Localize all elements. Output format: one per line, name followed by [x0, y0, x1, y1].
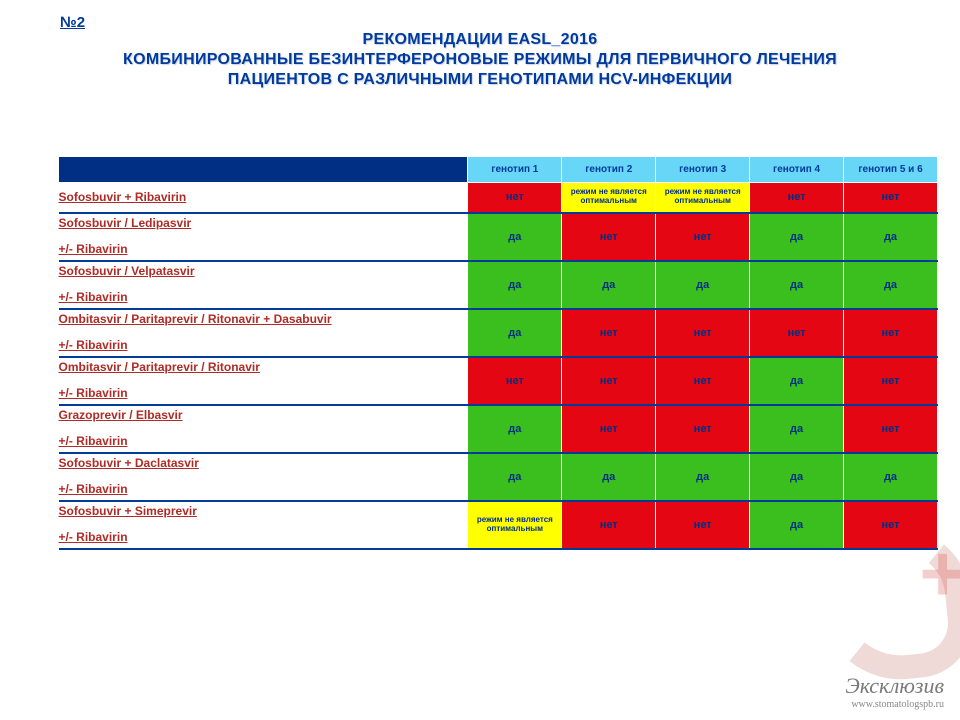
row-label-main: Ombitasvir / Paritaprevir / Ritonavir [59, 360, 260, 374]
cell-sub: режим не является оптимальным [468, 501, 562, 549]
cell-no: нет [562, 309, 656, 357]
row-label: Sofosbuvir + Daclatasvir +/- Ribavirin [59, 453, 468, 501]
slide-number: №2 [60, 14, 85, 31]
cell-yes: да [750, 261, 844, 309]
row-label-sub: +/- Ribavirin [59, 432, 468, 451]
cell-no: нет [562, 405, 656, 453]
cell-yes: да [562, 453, 656, 501]
table-row: Ombitasvir / Paritaprevir / Ritonavir + … [59, 309, 938, 357]
cell-yes: да [750, 453, 844, 501]
cell-yes: да [844, 261, 938, 309]
table-row: Sofosbuvir / Velpatasvir+/- Ribavirinдад… [59, 261, 938, 309]
cell-sub: режим не является оптимальным [656, 183, 750, 213]
row-label-sub: +/- Ribavirin [59, 528, 468, 547]
cell-yes: да [468, 213, 562, 261]
cell-no: нет [750, 183, 844, 213]
row-label-sub: +/- Ribavirin [59, 240, 468, 259]
cell-yes: да [468, 405, 562, 453]
title-line-1: РЕКОМЕНДАЦИИ EASL_2016 [60, 30, 900, 50]
cell-yes: да [468, 453, 562, 501]
watermark-brand: Эксклюзив [845, 673, 944, 699]
cell-no: нет [656, 405, 750, 453]
page-title: РЕКОМЕНДАЦИИ EASL_2016 КОМБИНИРОВАННЫЕ Б… [60, 30, 900, 90]
col-header-g4: генотип 4 [750, 157, 844, 183]
table-row: Sofosbuvir / Ledipasvir+/- Ribavirinдане… [59, 213, 938, 261]
table-row: Grazoprevir / Elbasvir+/- Ribavirinданет… [59, 405, 938, 453]
col-header-g56: генотип 5 и 6 [844, 157, 938, 183]
header-empty [59, 157, 468, 183]
watermark: Эксклюзив www.stomatologspb.ru [845, 673, 944, 710]
cell-no: нет [562, 213, 656, 261]
cell-yes: да [750, 357, 844, 405]
cell-no: нет [656, 309, 750, 357]
row-label: Ombitasvir / Paritaprevir / Ritonavir +/-… [59, 357, 468, 405]
cell-yes: да [750, 213, 844, 261]
row-label-main: Ombitasvir / Paritaprevir / Ritonavir + … [59, 312, 332, 326]
treatment-table: генотип 1 генотип 2 генотип 3 генотип 4 … [58, 156, 938, 550]
table-row: Sofosbuvir + Simeprevir +/- Ribavirinрежи… [59, 501, 938, 549]
cell-no: нет [750, 309, 844, 357]
row-label: Grazoprevir / Elbasvir +/- Ribavirin [59, 405, 468, 453]
col-header-g2: генотип 2 [562, 157, 656, 183]
table-row: Ombitasvir / Paritaprevir / Ritonavir +/-… [59, 357, 938, 405]
cell-yes: да [844, 453, 938, 501]
row-label-main: Sofosbuvir + Simeprevir [59, 504, 197, 518]
cell-no: нет [844, 183, 938, 213]
row-label-main: Sofosbuvir + Ribavirin [59, 190, 187, 204]
row-label: Sofosbuvir + Ribavirin [59, 183, 468, 213]
row-label-main: Grazoprevir / Elbasvir [59, 408, 183, 422]
row-label: Sofosbuvir + Simeprevir +/- Ribavirin [59, 501, 468, 549]
cell-no: нет [844, 357, 938, 405]
row-label: Ombitasvir / Paritaprevir / Ritonavir + … [59, 309, 468, 357]
cell-no: нет [562, 357, 656, 405]
row-label-sub: +/- Ribavirin [59, 480, 468, 499]
table-header-row: генотип 1 генотип 2 генотип 3 генотип 4 … [59, 157, 938, 183]
watermark-url: www.stomatologspb.ru [845, 699, 944, 710]
cell-yes: да [750, 501, 844, 549]
col-header-g1: генотип 1 [468, 157, 562, 183]
cell-yes: да [468, 261, 562, 309]
cell-no: нет [844, 501, 938, 549]
row-label: Sofosbuvir / Ledipasvir +/- Ribavirin [59, 213, 468, 261]
cell-sub: режим не является оптимальным [562, 183, 656, 213]
row-label: Sofosbuvir / Velpatasvir +/- Ribavirin [59, 261, 468, 309]
cell-yes: да [562, 261, 656, 309]
table-row: Sofosbuvir + Daclatasvir+/- Ribavirinдад… [59, 453, 938, 501]
cell-no: нет [656, 213, 750, 261]
col-header-g3: генотип 3 [656, 157, 750, 183]
cell-yes: да [656, 453, 750, 501]
cell-no: нет [468, 183, 562, 213]
cell-no: нет [844, 405, 938, 453]
row-label-main: Sofosbuvir + Daclatasvir [59, 456, 199, 470]
cell-yes: да [750, 405, 844, 453]
title-line-2: КОМБИНИРОВАННЫЕ БЕЗИНТЕРФЕРОНОВЫЕ РЕЖИМЫ… [60, 50, 900, 70]
cell-no: нет [562, 501, 656, 549]
table-row: Sofosbuvir + Ribavirinнетрежим не являет… [59, 183, 938, 213]
row-label-sub: +/- Ribavirin [59, 288, 468, 307]
row-label-main: Sofosbuvir / Ledipasvir [59, 216, 192, 230]
title-line-3: ПАЦИЕНТОВ С РАЗЛИЧНЫМИ ГЕНОТИПАМИ HCV-ИН… [60, 70, 900, 90]
cell-yes: да [656, 261, 750, 309]
row-label-sub: +/- Ribavirin [59, 336, 468, 355]
cell-no: нет [656, 501, 750, 549]
cell-no: нет [468, 357, 562, 405]
cell-no: нет [844, 309, 938, 357]
row-label-main: Sofosbuvir / Velpatasvir [59, 264, 195, 278]
cell-yes: да [844, 213, 938, 261]
cell-no: нет [656, 357, 750, 405]
row-label-sub: +/- Ribavirin [59, 384, 468, 403]
cell-yes: да [468, 309, 562, 357]
